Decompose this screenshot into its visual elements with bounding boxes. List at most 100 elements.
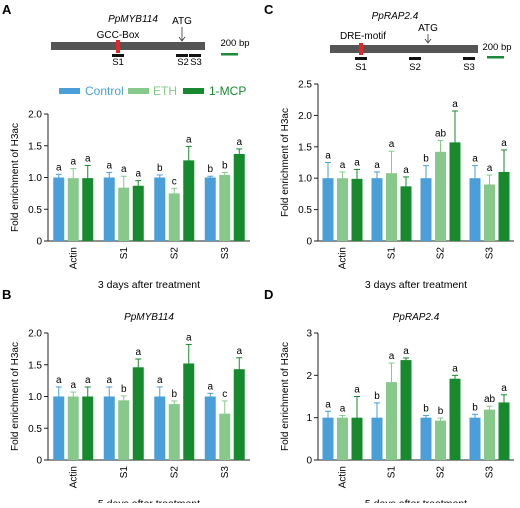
- scale-bar: [221, 53, 238, 56]
- bar-eth-s2: [435, 420, 446, 460]
- bar-1mcp-s1: [400, 360, 412, 460]
- significance-letter: a: [472, 154, 478, 165]
- bar-eth-s2: [435, 151, 446, 241]
- significance-letter: a: [487, 163, 493, 174]
- site-label-s2: S2: [177, 57, 189, 68]
- y-tick-label: 0.5: [28, 205, 42, 216]
- bar-control-actin: [322, 178, 334, 241]
- significance-letter: a: [135, 347, 141, 358]
- bar-control-s3: [469, 178, 481, 241]
- significance-letter: a: [56, 162, 62, 173]
- y-tick-label: 1.0: [28, 392, 42, 403]
- significance-letter: a: [157, 375, 163, 386]
- panel-label-d: D: [264, 287, 273, 302]
- atg-arrowhead: [424, 38, 432, 44]
- scale-label: 200 bp: [482, 42, 511, 53]
- y-tick-label: 0.5: [28, 424, 42, 435]
- bar-1mcp-s3: [498, 402, 510, 460]
- site-bar-s3: [463, 57, 475, 60]
- significance-letter: ab: [484, 394, 496, 405]
- bar-1mcp-actin: [351, 178, 363, 241]
- x-tick-label: S1: [119, 466, 130, 479]
- significance-letter: a: [374, 160, 380, 171]
- site-bar-s3: [189, 54, 201, 57]
- bar-control-s3: [204, 177, 216, 241]
- significance-letter: c: [172, 176, 177, 187]
- x-axis-label: 3 days after treatment: [365, 279, 467, 291]
- x-tick-label: S2: [436, 247, 447, 260]
- schematic-myb114: PpMYB114 ATG GCC-Box S1 S2 S3 200 bp: [51, 14, 250, 68]
- legend-label-eth: ETH: [153, 84, 177, 98]
- bar-control-actin: [322, 417, 334, 460]
- bar-control-s1: [371, 417, 383, 460]
- motif-marker: [116, 40, 120, 53]
- x-tick-label: S1: [387, 247, 398, 260]
- significance-letter: a: [207, 381, 213, 392]
- x-axis-label: 3 days after treatment: [98, 279, 200, 291]
- bar-1mcp-actin: [82, 396, 94, 460]
- y-axis-label: Fold enrichment of H3ac: [280, 108, 291, 217]
- scale-label: 200 bp: [220, 38, 249, 49]
- x-tick-label: S3: [485, 247, 496, 260]
- bar-1mcp-s2: [183, 363, 195, 460]
- significance-letter: a: [106, 375, 112, 386]
- scale-bar: [487, 56, 504, 59]
- significance-letter: a: [325, 399, 331, 410]
- bar-eth-actin: [67, 178, 79, 241]
- atg-label: ATG: [418, 23, 438, 34]
- x-axis-label: 5 days after treatment: [365, 498, 467, 503]
- significance-letter: a: [186, 332, 192, 343]
- y-tick-label: 0: [306, 237, 312, 248]
- significance-letter: b: [423, 404, 429, 415]
- bar-eth-s1: [386, 173, 397, 241]
- y-tick-label: 0: [36, 456, 42, 467]
- significance-letter: a: [501, 383, 507, 394]
- y-tick-label: 2.5: [298, 80, 312, 91]
- bar-control-s3: [204, 396, 216, 460]
- significance-letter: a: [85, 375, 91, 386]
- y-axis-label: Fold enrichment of H3ac: [280, 342, 291, 451]
- bar-control-s2: [420, 178, 432, 241]
- significance-letter: a: [325, 151, 331, 162]
- y-tick-label: 1.5: [298, 142, 312, 153]
- panel-label-c: C: [264, 2, 274, 17]
- significance-letter: a: [403, 346, 409, 357]
- x-tick-label: Actin: [68, 466, 79, 488]
- bar-eth-s2: [168, 404, 180, 460]
- y-tick-label: 3: [306, 329, 312, 340]
- legend-label-mcp: 1-MCP: [209, 84, 246, 98]
- x-tick-label: S3: [485, 466, 496, 479]
- bar-1mcp-s2: [183, 160, 195, 241]
- x-tick-label: S3: [220, 247, 231, 260]
- motif-label: GCC-Box: [97, 30, 140, 41]
- bar-1mcp-s1: [400, 186, 412, 241]
- bar-eth-s3: [484, 184, 495, 241]
- significance-letter: a: [403, 165, 409, 176]
- significance-letter: a: [186, 134, 192, 145]
- x-tick-label: Actin: [68, 247, 79, 269]
- legend-swatch-eth: [128, 88, 149, 94]
- significance-letter: b: [472, 402, 478, 413]
- significance-letter: a: [501, 138, 507, 149]
- site-bar-s1: [355, 57, 367, 60]
- y-tick-label: 1.0: [298, 174, 312, 185]
- bar-1mcp-s2: [449, 378, 461, 460]
- bar-control-actin: [53, 396, 65, 460]
- significance-letter: b: [222, 160, 228, 171]
- x-tick-label: S2: [436, 466, 447, 479]
- significance-letter: a: [354, 157, 360, 168]
- schematic-gene-name: PpMYB114: [108, 14, 158, 25]
- bar-control-s1: [103, 396, 115, 460]
- significance-letter: b: [171, 389, 177, 400]
- significance-letter: b: [374, 391, 380, 402]
- significance-letter: a: [354, 385, 360, 396]
- bar-control-s3: [469, 417, 481, 460]
- bar-control-s1: [103, 177, 115, 241]
- significance-letter: b: [423, 154, 429, 165]
- bar-1mcp-s2: [449, 142, 461, 241]
- y-tick-label: 2.0: [28, 329, 42, 340]
- chart-panel-c: 0 0.5 1.0 1.5 2.0 2.5 Fold enrichment of H3ac a…: [280, 80, 514, 291]
